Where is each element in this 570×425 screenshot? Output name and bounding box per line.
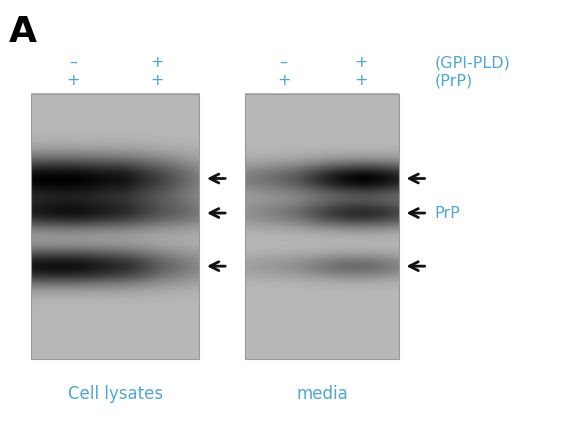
Bar <box>245 94 399 359</box>
Text: PrP: PrP <box>434 206 460 221</box>
Bar <box>31 94 199 359</box>
Text: +: + <box>354 55 367 70</box>
Text: +: + <box>67 74 80 88</box>
Text: (GPI-PLD): (GPI-PLD) <box>434 55 510 70</box>
Text: +: + <box>354 74 367 88</box>
Text: +: + <box>150 55 164 70</box>
Text: A: A <box>9 15 36 49</box>
Text: (PrP): (PrP) <box>434 74 473 88</box>
Text: Cell lysates: Cell lysates <box>68 385 163 402</box>
Text: –: – <box>279 55 288 70</box>
Text: +: + <box>150 74 164 88</box>
Text: –: – <box>70 55 78 70</box>
Text: +: + <box>277 74 290 88</box>
Text: media: media <box>296 385 348 402</box>
